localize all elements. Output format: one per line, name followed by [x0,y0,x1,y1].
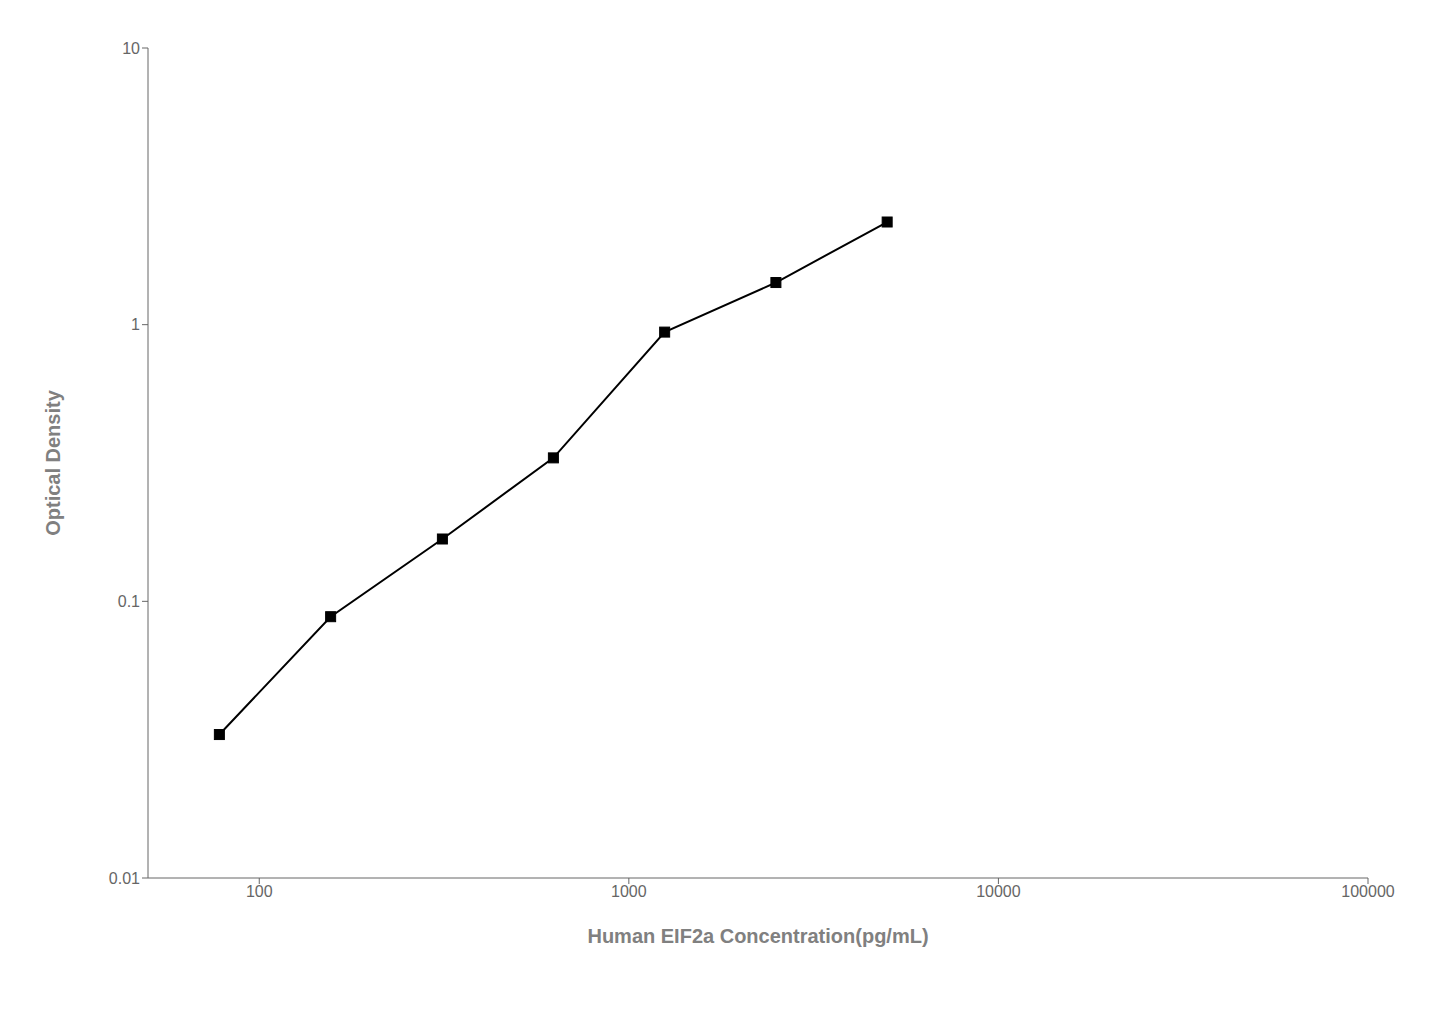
svg-text:Human EIF2a Concentration(pg/m: Human EIF2a Concentration(pg/mL) [587,925,928,947]
svg-text:100: 100 [246,883,273,900]
svg-text:1: 1 [131,316,140,333]
svg-text:10: 10 [122,40,140,57]
svg-text:1000: 1000 [611,883,647,900]
svg-text:100000: 100000 [1341,883,1394,900]
svg-text:0.01: 0.01 [109,870,140,887]
svg-text:0.1: 0.1 [118,593,140,610]
svg-text:Optical Density: Optical Density [42,389,64,535]
svg-text:10000: 10000 [976,883,1021,900]
